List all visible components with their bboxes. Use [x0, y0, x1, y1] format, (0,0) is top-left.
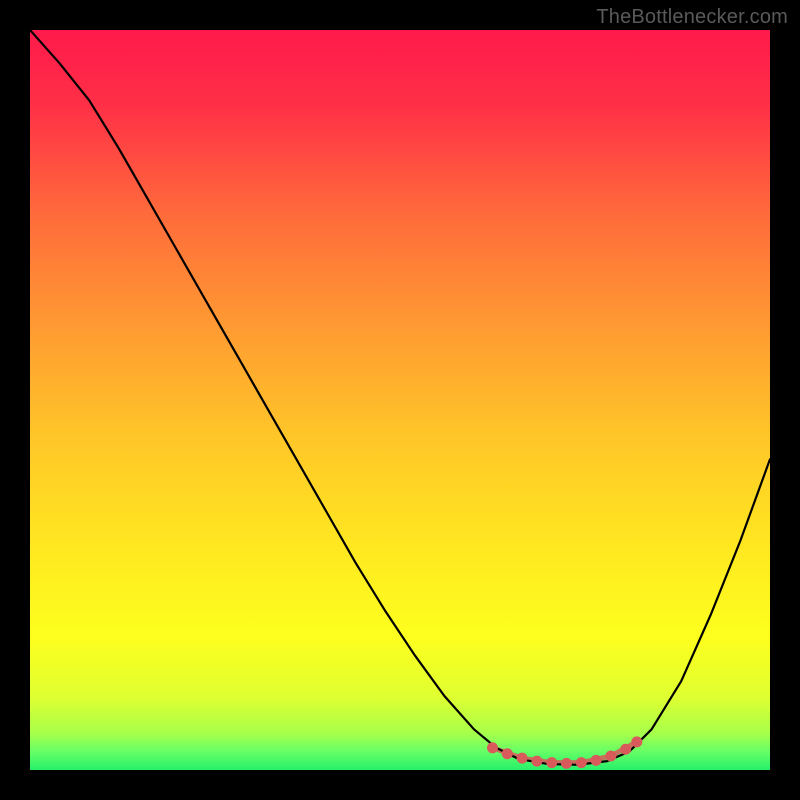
- valley-marker: [605, 750, 616, 761]
- valley-marker: [487, 742, 498, 753]
- plot-area: [30, 30, 770, 770]
- valley-marker: [517, 753, 528, 764]
- valley-marker: [631, 736, 642, 747]
- valley-marker: [531, 756, 542, 767]
- bottleneck-curve: [30, 30, 770, 765]
- watermark-text: TheBottlenecker.com: [596, 6, 788, 29]
- valley-marker: [561, 758, 572, 769]
- valley-marker: [502, 748, 513, 759]
- curve-layer: [30, 30, 770, 770]
- valley-marker: [620, 744, 631, 755]
- valley-marker: [546, 757, 557, 768]
- valley-marker: [591, 755, 602, 766]
- valley-marker: [576, 757, 587, 768]
